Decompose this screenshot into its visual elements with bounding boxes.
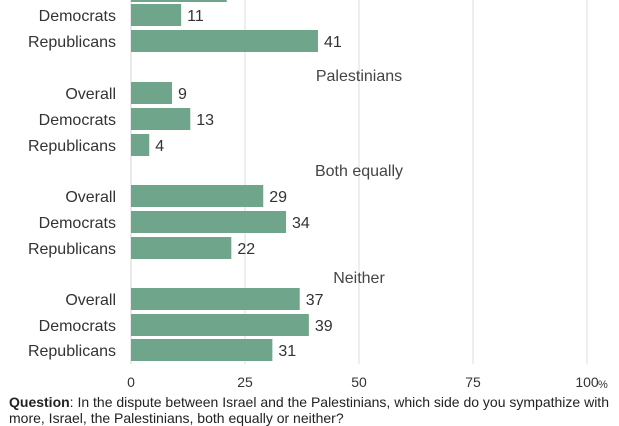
value-label: 37 xyxy=(306,292,324,309)
category-label: Republicans xyxy=(28,241,116,258)
group-label-2: Both equally xyxy=(315,163,403,180)
category-label: Democrats xyxy=(39,215,116,232)
group-label-3: Neither xyxy=(333,270,385,287)
value-label: 39 xyxy=(315,318,333,335)
tick-label-50: 50 xyxy=(351,374,367,390)
bar xyxy=(131,288,300,310)
value-label: 4 xyxy=(155,138,164,155)
tick-label-25: 25 xyxy=(237,374,253,390)
bar xyxy=(131,108,191,130)
category-label: Republicans xyxy=(28,34,116,51)
tick-label-0: 0 xyxy=(127,374,135,390)
category-label: Republicans xyxy=(28,343,116,360)
category-label: Overall xyxy=(65,189,116,206)
value-label: 31 xyxy=(278,343,296,360)
bar-partial-top xyxy=(131,0,227,2)
value-label: 13 xyxy=(196,112,214,129)
category-label: Republicans xyxy=(28,138,116,155)
value-label: 29 xyxy=(269,189,287,206)
tick-label-100: 100 xyxy=(575,374,599,390)
bar xyxy=(131,237,232,259)
tick-label-75: 75 xyxy=(465,374,481,390)
bar-chart: Democrats 11 Republicans 41 Palestinians Over… xyxy=(28,0,608,391)
bar xyxy=(131,211,287,233)
category-label: Democrats xyxy=(39,112,116,129)
bar xyxy=(131,30,318,52)
value-label: 9 xyxy=(178,86,187,103)
category-label: Overall xyxy=(65,86,116,103)
question-text: : In the dispute between Israel and the … xyxy=(9,394,609,426)
value-label: 34 xyxy=(292,215,310,232)
category-label: Democrats xyxy=(39,318,116,335)
question-label: Question xyxy=(9,394,70,410)
bar xyxy=(131,185,264,207)
value-label: 11 xyxy=(187,8,204,25)
value-label: 41 xyxy=(324,34,342,51)
category-label: Democrats xyxy=(39,8,116,25)
question-note: Question: In the dispute between Israel … xyxy=(9,394,613,426)
group-label-1: Palestinians xyxy=(316,68,402,85)
category-label: Overall xyxy=(65,292,116,309)
value-label: 22 xyxy=(237,241,255,258)
bar xyxy=(131,82,173,104)
unit-label: % xyxy=(598,379,608,391)
bar xyxy=(131,339,273,361)
bar xyxy=(131,4,182,26)
bar xyxy=(131,314,309,336)
bar xyxy=(131,134,150,156)
